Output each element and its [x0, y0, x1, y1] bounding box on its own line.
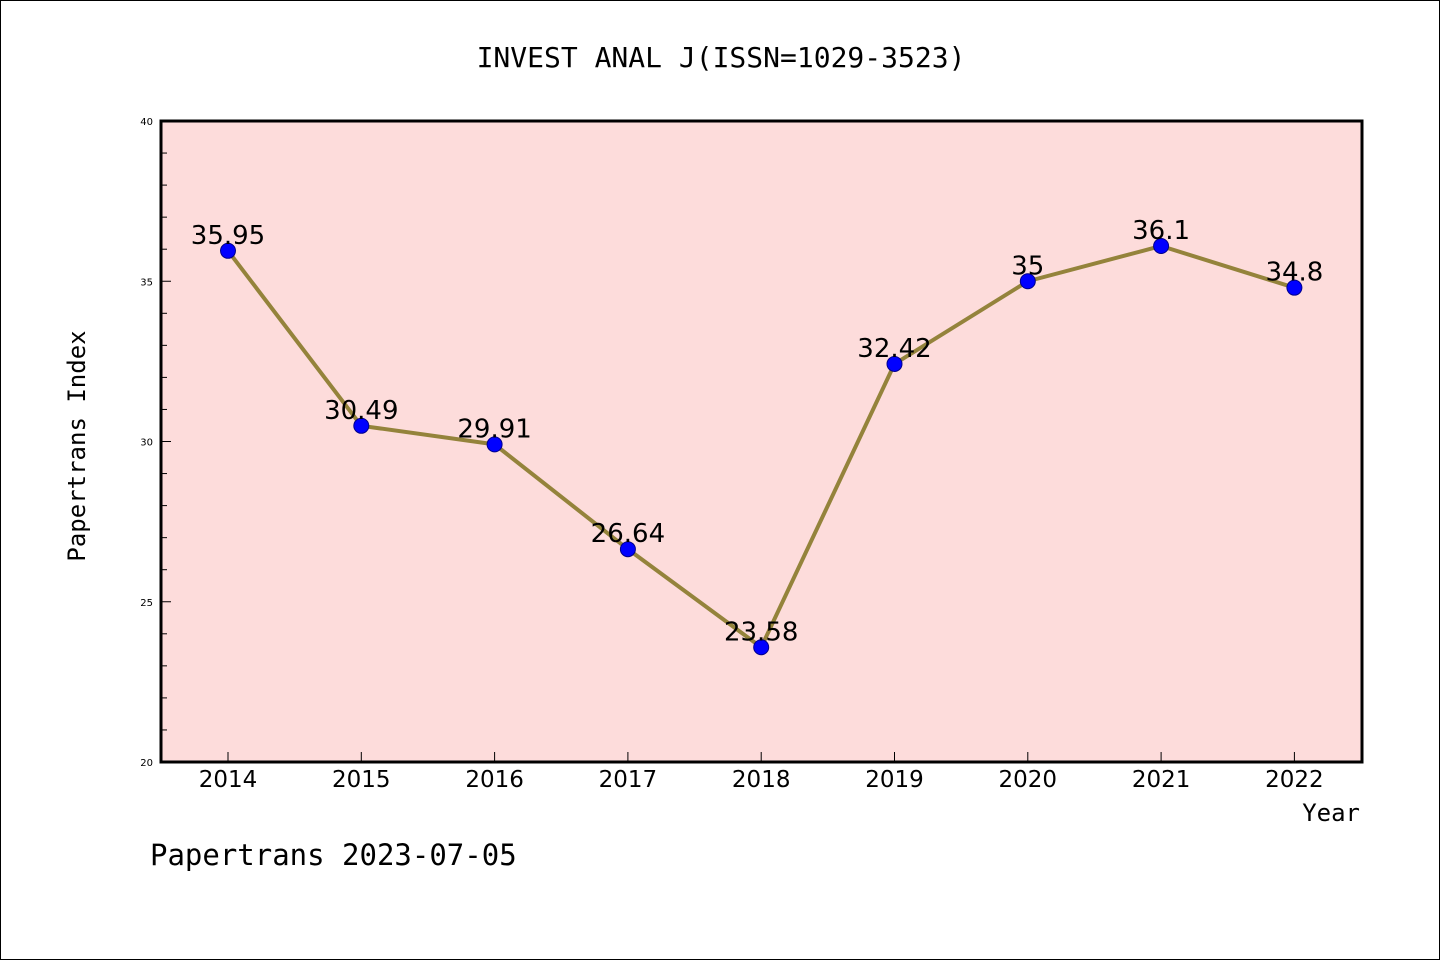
- y-tick-label: 20: [140, 758, 153, 769]
- y-tick-label: 40: [140, 117, 153, 128]
- data-point-marker: [753, 639, 770, 656]
- y-tick-label: 30: [140, 438, 153, 449]
- x-tick-label: 2017: [599, 767, 658, 793]
- plot-frame: [159, 119, 1364, 764]
- data-point-marker: [1153, 237, 1170, 254]
- data-label: 35: [1011, 251, 1044, 281]
- data-label: 32.42: [857, 334, 931, 364]
- x-axis: 2014 2015 2016 2017 2018 2019 2020 2021 2022: [199, 752, 1324, 793]
- chart-title: INVEST ANAL J(ISSN=1029-3523): [477, 41, 966, 74]
- x-tick-label: 2016: [465, 767, 524, 793]
- x-tick-label: 2014: [199, 767, 258, 793]
- marker-group: [220, 237, 1303, 656]
- data-point-marker: [1019, 273, 1036, 290]
- y-axis-title: Papertrans Index: [63, 330, 91, 561]
- data-point-marker: [220, 242, 236, 259]
- y-tick-label: 25: [140, 598, 153, 609]
- x-tick-label: 2019: [865, 767, 924, 793]
- data-label: 29.91: [457, 414, 531, 444]
- footer-date-label: Papertrans 2023-07-05: [150, 838, 517, 872]
- y-tick-label: 35: [140, 277, 153, 288]
- data-point-marker: [486, 436, 503, 453]
- x-tick-label: 2015: [332, 767, 391, 793]
- x-tick-label: 2022: [1265, 767, 1324, 793]
- data-point-marker: [886, 355, 903, 372]
- data-label: 30.49: [324, 396, 398, 426]
- data-label: 23.58: [724, 617, 798, 647]
- x-tick-label: 2021: [1132, 767, 1191, 793]
- x-axis-title: Year: [1302, 799, 1360, 827]
- data-label: 35.95: [191, 221, 265, 251]
- data-point-marker: [1286, 279, 1303, 296]
- data-label: 26.64: [591, 519, 665, 549]
- x-tick-label: 2020: [999, 767, 1058, 793]
- data-label: 36.1: [1132, 216, 1190, 246]
- data-point-marker: [619, 541, 636, 558]
- x-tick-label: 2018: [732, 767, 791, 793]
- data-label: 34.8: [1265, 258, 1323, 288]
- data-point-marker: [353, 417, 370, 434]
- data-label-group: 35.95 30.49 29.91 26.64 23.58 32.42 35 36.1 34.8: [191, 216, 1324, 647]
